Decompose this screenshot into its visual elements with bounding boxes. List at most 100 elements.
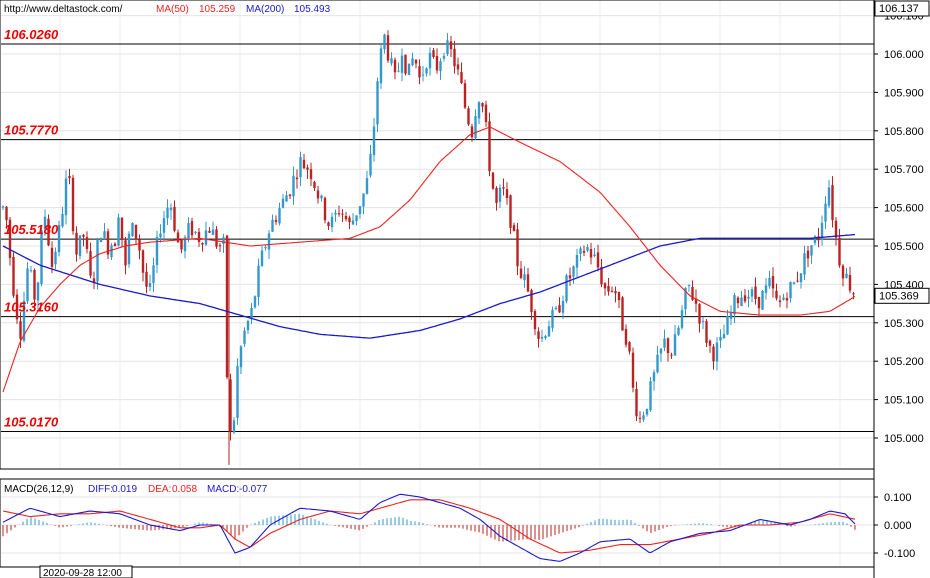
candle-body	[680, 310, 684, 328]
candle-body	[229, 379, 232, 432]
candle-body	[785, 298, 789, 301]
candle-body	[425, 68, 428, 74]
candle-body	[194, 231, 197, 234]
candle-body	[201, 242, 204, 245]
candle-body	[334, 212, 337, 215]
candle-body	[813, 236, 817, 243]
price-tick-label: 105.700	[884, 164, 924, 176]
candle-body	[15, 294, 19, 320]
candle-body	[127, 233, 131, 265]
candle-body	[614, 291, 617, 294]
candle-body	[57, 225, 61, 253]
candle-body	[131, 223, 134, 237]
candle-body	[635, 388, 638, 417]
candle-body	[607, 285, 610, 292]
candle-body	[183, 237, 187, 252]
candle-body	[624, 328, 628, 345]
candle-body	[747, 296, 750, 299]
candle-body	[274, 220, 278, 222]
candle-body	[43, 216, 47, 230]
candle-body	[670, 354, 673, 356]
candle-body	[631, 352, 635, 388]
candle-body	[740, 297, 743, 306]
candle-body	[449, 41, 453, 50]
candle-body	[512, 225, 516, 231]
candle-body	[831, 185, 834, 221]
macd-tick-label: -0.100	[884, 548, 915, 560]
candle-body	[806, 250, 810, 259]
candle-body	[642, 415, 645, 420]
price-tick-label: 105.300	[884, 318, 924, 330]
price-tick-label: 105.000	[884, 433, 924, 445]
candle-body	[754, 286, 757, 299]
candle-body	[71, 177, 75, 232]
candle-body	[736, 297, 740, 304]
candle-body	[463, 83, 467, 108]
candle-body	[250, 307, 253, 320]
candle-body	[162, 218, 166, 233]
candle-body	[299, 157, 302, 178]
candle-body	[649, 381, 652, 411]
candle-body	[225, 235, 229, 378]
candle-body	[1, 206, 5, 208]
candle-body	[757, 296, 761, 309]
candle-body	[159, 233, 162, 238]
candle-body	[565, 275, 568, 302]
candle-body	[484, 104, 488, 123]
candle-body	[166, 207, 169, 219]
candle-body	[120, 217, 124, 240]
candle-body	[519, 268, 523, 278]
candle-body	[138, 239, 141, 251]
candle-body	[362, 193, 365, 207]
candle-body	[54, 251, 57, 265]
candle-body	[701, 320, 705, 322]
candle-body	[89, 251, 92, 276]
candle-body	[313, 181, 316, 188]
candle-body	[320, 195, 323, 199]
macd-axis: 0.100 0.000 -0.100	[874, 492, 915, 560]
dif-line	[2, 493, 856, 562]
candle-body	[411, 58, 414, 66]
candle-body	[134, 224, 138, 240]
candle-body	[117, 217, 120, 246]
macd-gridlines	[1, 480, 873, 566]
candle-body	[551, 309, 554, 328]
candle-body	[848, 274, 852, 291]
candle-body	[50, 247, 54, 267]
price-tick-label: 105.100	[884, 395, 924, 407]
candle-body	[498, 187, 502, 202]
candle-body	[141, 250, 145, 273]
candle-body	[803, 253, 806, 275]
macd-tick-label: 0.000	[884, 520, 912, 532]
candle-body	[40, 230, 43, 284]
candle-body	[722, 334, 726, 339]
candle-body	[260, 250, 264, 267]
candle-body	[838, 237, 841, 266]
candle-body	[204, 230, 208, 245]
candle-body	[453, 48, 456, 67]
candle-body	[316, 190, 320, 199]
candle-body	[582, 251, 586, 253]
candle-body	[523, 274, 526, 281]
candle-body	[390, 58, 393, 64]
candle-body	[145, 271, 148, 287]
candle-body	[397, 70, 400, 72]
candle-body	[169, 207, 173, 211]
candle-body	[110, 245, 113, 258]
candle-body	[824, 203, 827, 222]
candle-body	[124, 240, 127, 266]
candle-body	[197, 231, 201, 242]
candle-body	[218, 245, 222, 247]
candle-body	[404, 54, 407, 74]
candle-body	[113, 243, 117, 247]
candle-body	[271, 219, 274, 232]
candle-body	[211, 229, 215, 235]
candle-body	[575, 255, 579, 268]
candle-body	[414, 59, 418, 64]
candle-body	[768, 277, 771, 287]
candle-body	[407, 63, 411, 75]
candle-body	[344, 215, 348, 220]
candlestick-series	[1, 30, 855, 465]
candle-body	[309, 169, 313, 180]
